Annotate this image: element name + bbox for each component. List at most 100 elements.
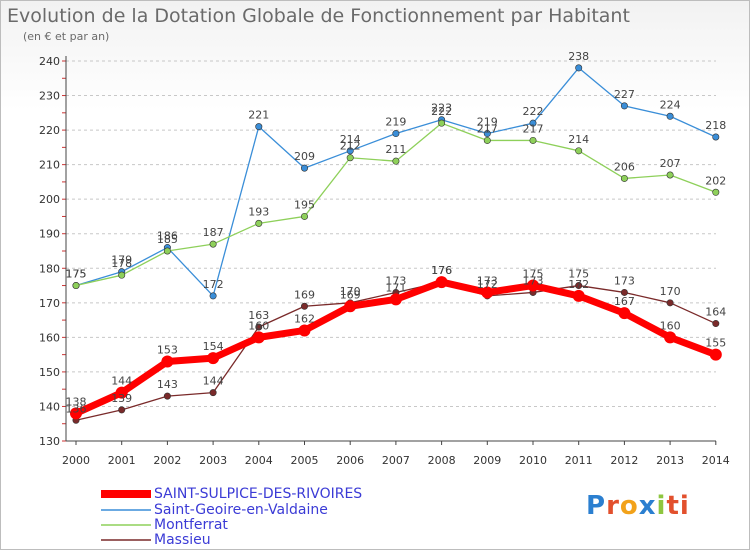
x-tick-label: 2010 xyxy=(519,454,547,467)
data-point xyxy=(435,276,448,289)
data-point xyxy=(344,300,357,313)
data-label: 222 xyxy=(431,105,452,118)
data-point xyxy=(572,289,585,302)
data-label: 221 xyxy=(248,109,269,122)
data-label: 170 xyxy=(340,285,361,298)
data-label: 187 xyxy=(203,226,224,239)
y-tick-label: 170 xyxy=(39,297,60,310)
data-label: 175 xyxy=(568,268,589,281)
data-label: 136 xyxy=(66,402,87,415)
y-tick-label: 140 xyxy=(39,400,60,413)
data-point xyxy=(346,154,354,162)
data-label: 138 xyxy=(66,395,87,408)
chart-subtitle: (en € et par an) xyxy=(23,30,110,43)
data-point xyxy=(300,212,308,220)
data-label: 171 xyxy=(385,281,406,294)
data-label: 167 xyxy=(614,295,635,308)
data-point xyxy=(712,188,720,196)
data-point xyxy=(300,302,308,310)
data-label: 139 xyxy=(111,392,132,405)
data-label: 222 xyxy=(523,105,544,118)
data-point xyxy=(666,171,674,179)
data-label: 173 xyxy=(523,274,544,287)
chart-title: Evolution de la Dotation Globale de Fonc… xyxy=(7,5,630,27)
data-point xyxy=(483,130,491,138)
data-label: 175 xyxy=(66,268,87,281)
data-point xyxy=(392,130,400,138)
data-label: 176 xyxy=(431,264,452,277)
data-label: 155 xyxy=(705,337,726,350)
data-label: 143 xyxy=(157,378,178,391)
data-point xyxy=(207,352,220,365)
data-label: 207 xyxy=(660,157,681,170)
data-point xyxy=(664,331,677,344)
data-label: 160 xyxy=(248,319,269,332)
x-tick-label: 2004 xyxy=(245,454,273,467)
x-tick-label: 2012 xyxy=(610,454,638,467)
data-point xyxy=(529,136,537,144)
data-label: 238 xyxy=(568,50,589,63)
x-tick-label: 2002 xyxy=(153,454,181,467)
data-label: 144 xyxy=(203,375,224,388)
data-point xyxy=(620,102,628,110)
data-point xyxy=(575,147,583,155)
data-point xyxy=(118,271,126,279)
data-label: 154 xyxy=(203,340,224,353)
data-point xyxy=(209,389,217,397)
data-label: 214 xyxy=(340,133,361,146)
data-label: 219 xyxy=(385,116,406,129)
data-label: 162 xyxy=(294,312,315,325)
data-label-layer: 175 179 186 172 221 209 214 219 223 219 222 238 227 2… xyxy=(66,50,727,415)
data-point xyxy=(209,240,217,248)
data-point xyxy=(161,355,174,368)
data-point xyxy=(346,147,354,155)
data-point xyxy=(709,348,722,361)
data-point xyxy=(481,286,494,299)
data-label: 169 xyxy=(294,288,315,301)
x-tick-label: 2005 xyxy=(291,454,319,467)
data-label: 195 xyxy=(294,198,315,211)
y-tick-label: 220 xyxy=(39,124,60,137)
data-point xyxy=(163,392,171,400)
x-tick-label: 2007 xyxy=(382,454,410,467)
data-label: 175 xyxy=(523,268,544,281)
data-label: 217 xyxy=(523,122,544,135)
data-point xyxy=(255,323,263,331)
data-label: 202 xyxy=(705,174,726,187)
data-label: 217 xyxy=(477,122,498,135)
data-point xyxy=(115,386,128,399)
y-tick-label: 240 xyxy=(39,55,60,68)
data-point xyxy=(209,292,217,300)
legend-swatches xyxy=(101,490,151,541)
data-point xyxy=(118,406,126,414)
data-label: 173 xyxy=(614,274,635,287)
x-tick-label: 2008 xyxy=(428,454,456,467)
data-point xyxy=(438,119,446,127)
data-label: 179 xyxy=(111,254,132,267)
y-tick-label: 160 xyxy=(39,331,60,344)
data-point xyxy=(72,282,80,290)
x-tick-label: 2003 xyxy=(199,454,227,467)
data-label: 186 xyxy=(157,230,178,243)
data-label: 172 xyxy=(568,278,589,291)
x-tick-label: 2014 xyxy=(702,454,730,467)
data-label: 172 xyxy=(203,278,224,291)
data-label: 178 xyxy=(111,257,132,270)
y-tick-label: 190 xyxy=(39,228,60,241)
x-tick-label: 2000 xyxy=(62,454,90,467)
data-label: 227 xyxy=(614,88,635,101)
data-label: 223 xyxy=(431,102,452,115)
y-tick-label: 210 xyxy=(39,159,60,172)
y-tick-label: 230 xyxy=(39,90,60,103)
data-label: 206 xyxy=(614,160,635,173)
data-label: 169 xyxy=(340,288,361,301)
data-label: 160 xyxy=(660,319,681,332)
data-point xyxy=(529,119,537,127)
data-label: 163 xyxy=(248,309,269,322)
data-point xyxy=(575,282,583,290)
data-point xyxy=(389,293,402,306)
data-point xyxy=(666,299,674,307)
x-tick-label: 2001 xyxy=(108,454,136,467)
data-label: 185 xyxy=(157,233,178,246)
